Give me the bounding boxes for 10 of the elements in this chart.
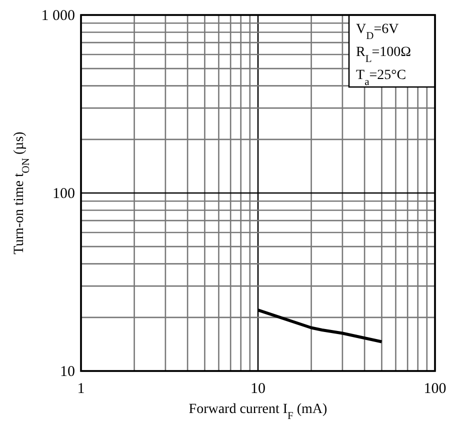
y-tick-label: 100 [52,186,75,202]
annotation: V$_{D}$=6V [356,22,399,42]
annotation: R$_{L}$=100Ω [356,45,412,64]
x-tick-label: 100 [424,381,446,397]
y-tick-label: 10 [60,364,75,380]
x-tick-label: 10 [250,381,266,397]
annotation: T$_{a}$=25°C [356,68,406,88]
x-axis-title: Forward current I$_{F}$ (mA) [188,402,328,422]
x-tick-label: 1 [77,381,85,397]
y-tick-label: 1 000 [41,8,75,24]
